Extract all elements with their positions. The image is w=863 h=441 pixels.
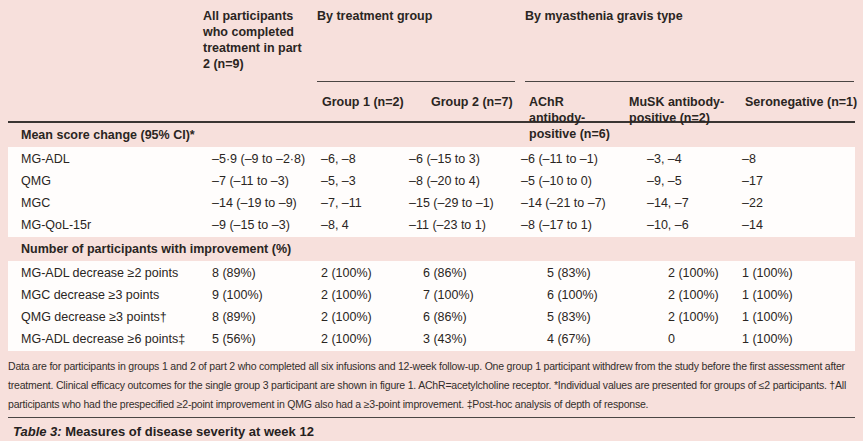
col-header-achr: AChR antibody-positive (n=6)	[525, 82, 627, 121]
table-row: MGC decrease ≥3 points 9 (100%) 2 (100%)…	[8, 284, 855, 306]
cell: –7, –11	[317, 196, 409, 210]
section-header-mean-score-change: Mean score change (95% CI)*	[8, 123, 855, 147]
cell: –14	[742, 218, 854, 232]
cell: 6 (86%)	[409, 266, 521, 280]
cell: 3 (43%)	[409, 332, 521, 346]
cell: –8	[742, 152, 854, 166]
cell: 5 (56%)	[175, 332, 317, 346]
cell: –9, –5	[645, 174, 742, 188]
table-row: QMG decrease ≥3 points† 8 (89%) 2 (100%)…	[8, 306, 855, 328]
cell: –5·9 (–9 to –2·8)	[175, 152, 317, 166]
table-row: MG-QoL-15r –9 (–15 to –3) –8, 4 –11 (–23…	[8, 214, 855, 236]
cell: 2 (100%)	[317, 332, 409, 346]
table-row: MGC –14 (–19 to –9) –7, –11 –15 (–29 to …	[8, 192, 855, 214]
cell: –8 (–17 to 1)	[521, 218, 645, 232]
cell: –10, –6	[645, 218, 742, 232]
cell: –17	[742, 174, 854, 188]
col-span-mg-type: By myasthenia gravis type	[525, 8, 854, 82]
row-label: MG-ADL decrease ≥6 points‡	[13, 332, 175, 346]
cell: 8 (89%)	[175, 266, 317, 280]
cell: 5 (83%)	[521, 310, 645, 324]
cell: –11 (–23 to 1)	[409, 218, 521, 232]
cell: –8, 4	[317, 218, 409, 232]
row-label: QMG	[13, 174, 175, 188]
cell: 1 (100%)	[742, 266, 854, 280]
cell: –22	[742, 196, 854, 210]
cell: –6 (–15 to 3)	[409, 152, 521, 166]
col-header-musk: MuSK antibody-positive (n=2)	[627, 82, 745, 121]
cell: 2 (100%)	[317, 310, 409, 324]
section-improvement-rows: MG-ADL decrease ≥2 points 8 (89%) 2 (100…	[8, 261, 855, 351]
row-label: MGC decrease ≥3 points	[13, 288, 175, 302]
row-label: QMG decrease ≥3 points†	[13, 310, 175, 324]
col-span-treatment-group: By treatment group	[317, 8, 515, 82]
cell: 7 (100%)	[409, 288, 521, 302]
col-header-all-participants: All participants who completed treatment…	[175, 8, 317, 121]
cell: –14 (–21 to –7)	[521, 196, 645, 210]
col-header-group2: Group 2 (n=7)	[420, 82, 525, 121]
row-label: MG-QoL-15r	[13, 218, 175, 232]
lancet-table3-panel: All participants who completed treatment…	[0, 0, 863, 441]
cell: 2 (100%)	[317, 288, 409, 302]
cell: 2 (100%)	[645, 288, 742, 302]
cell: –5, –3	[317, 174, 409, 188]
cell: –7 (–11 to –3)	[175, 174, 317, 188]
cell: 4 (67%)	[521, 332, 645, 346]
col-header-group1: Group 1 (n=2)	[317, 82, 420, 121]
cell: 1 (100%)	[742, 310, 854, 324]
cell: 6 (100%)	[521, 288, 645, 302]
cell: 2 (100%)	[317, 266, 409, 280]
cell: 1 (100%)	[742, 332, 854, 346]
col-header-seronegative: Seronegative (n=1)	[745, 82, 854, 121]
cell: –3, –4	[645, 152, 742, 166]
table-caption-label: Table 3:	[13, 424, 62, 439]
cell: 9 (100%)	[175, 288, 317, 302]
cell: 2 (100%)	[645, 310, 742, 324]
table-caption-text: Measures of disease severity at week 12	[62, 424, 314, 439]
cell: –15 (–29 to –1)	[409, 196, 521, 210]
table-header: All participants who completed treatment…	[8, 0, 855, 123]
cell: –14, –7	[645, 196, 742, 210]
table-footnote: Data are for participants in groups 1 an…	[8, 357, 855, 414]
table-caption: Table 3: Measures of disease severity at…	[8, 417, 855, 439]
cell: –9 (–15 to –3)	[175, 218, 317, 232]
cell: –6, –8	[317, 152, 409, 166]
row-label: MG-ADL decrease ≥2 points	[13, 266, 175, 280]
table-row: MG-ADL –5·9 (–9 to –2·8) –6, –8 –6 (–15 …	[8, 148, 855, 170]
cell: 2 (100%)	[645, 266, 742, 280]
section-header-participants-improvement: Number of participants with improvement …	[8, 237, 855, 261]
section-mean-score-rows: MG-ADL –5·9 (–9 to –2·8) –6, –8 –6 (–15 …	[8, 147, 855, 237]
cell: 1 (100%)	[742, 288, 854, 302]
cell: 6 (86%)	[409, 310, 521, 324]
table-row: MG-ADL decrease ≥6 points‡ 5 (56%) 2 (10…	[8, 328, 855, 350]
cell: –5 (–10 to 0)	[521, 174, 645, 188]
cell: –14 (–19 to –9)	[175, 196, 317, 210]
cell: 0	[645, 332, 742, 346]
cell: –8 (–20 to 4)	[409, 174, 521, 188]
table-row: MG-ADL decrease ≥2 points 8 (89%) 2 (100…	[8, 262, 855, 284]
cell: 8 (89%)	[175, 310, 317, 324]
row-label: MGC	[13, 196, 175, 210]
cell: –6 (–11 to –1)	[521, 152, 645, 166]
row-label: MG-ADL	[13, 152, 175, 166]
table-row: QMG –7 (–11 to –3) –5, –3 –8 (–20 to 4) …	[8, 170, 855, 192]
cell: 5 (83%)	[521, 266, 645, 280]
